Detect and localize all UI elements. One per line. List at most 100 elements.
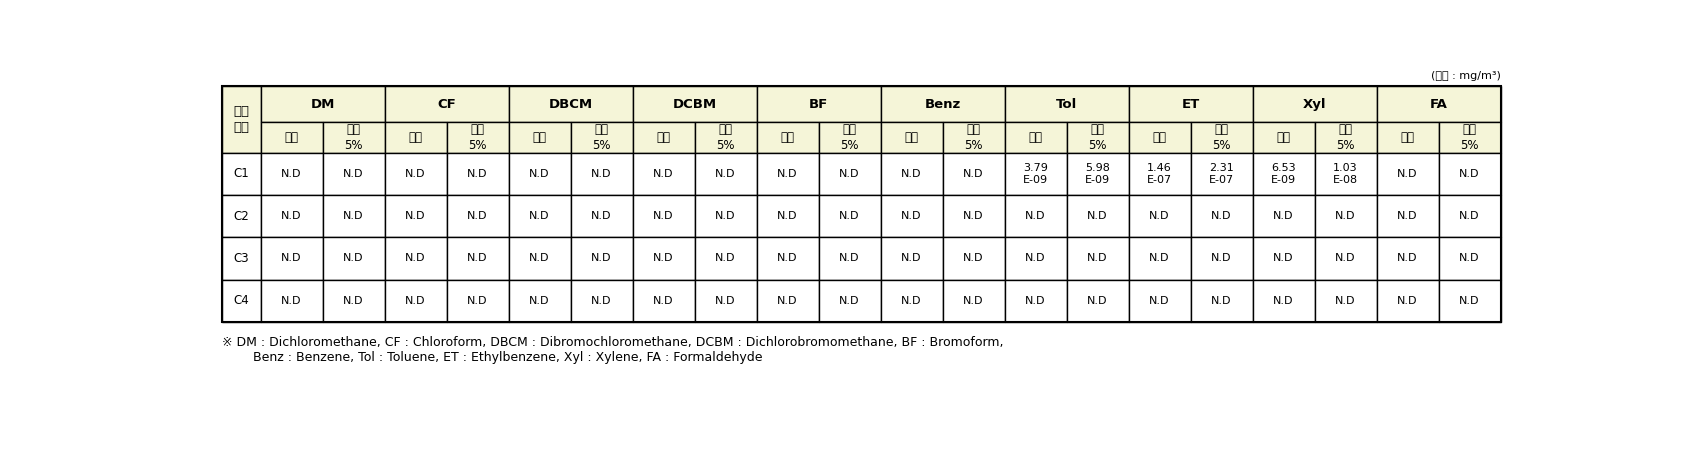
Text: 평균: 평균 <box>905 130 918 144</box>
Text: N.D: N.D <box>964 253 984 263</box>
Bar <box>222 279 261 322</box>
Bar <box>881 195 942 237</box>
Bar <box>385 122 447 153</box>
Text: N.D: N.D <box>530 253 550 263</box>
Text: DM: DM <box>311 98 335 111</box>
Text: N.D: N.D <box>777 296 797 306</box>
Bar <box>881 153 942 195</box>
Text: N.D: N.D <box>964 211 984 221</box>
Bar <box>757 237 819 279</box>
Text: N.D: N.D <box>715 253 735 263</box>
Bar <box>508 195 570 237</box>
Bar <box>881 279 942 322</box>
Text: N.D: N.D <box>1149 296 1171 306</box>
Text: N.D: N.D <box>715 296 735 306</box>
Bar <box>1376 153 1438 195</box>
Text: DCBM: DCBM <box>673 98 717 111</box>
Bar <box>385 153 447 195</box>
Text: C2: C2 <box>234 210 249 223</box>
Bar <box>632 86 757 122</box>
Text: N.D: N.D <box>1273 253 1293 263</box>
Text: N.D: N.D <box>653 169 674 179</box>
Bar <box>1129 86 1253 122</box>
Bar <box>570 122 632 153</box>
Text: 6.53
E-09: 6.53 E-09 <box>1272 162 1297 185</box>
Bar <box>1004 279 1066 322</box>
Text: N.D: N.D <box>281 296 301 306</box>
Text: N.D: N.D <box>1087 296 1108 306</box>
Bar <box>1129 195 1191 237</box>
Text: N.D: N.D <box>964 296 984 306</box>
Bar <box>447 122 508 153</box>
Text: 상위
5%: 상위 5% <box>1088 123 1107 152</box>
Bar <box>1191 122 1253 153</box>
Text: N.D: N.D <box>468 169 488 179</box>
Bar <box>1376 279 1438 322</box>
Bar <box>570 279 632 322</box>
Bar <box>508 153 570 195</box>
Bar <box>222 86 261 153</box>
Bar <box>1315 279 1376 322</box>
Bar <box>695 122 757 153</box>
Bar <box>385 237 447 279</box>
Bar <box>570 237 632 279</box>
Text: N.D: N.D <box>1273 296 1293 306</box>
Bar <box>1376 86 1500 122</box>
Text: N.D: N.D <box>592 211 612 221</box>
Bar <box>1438 279 1500 322</box>
Bar <box>695 153 757 195</box>
Text: N.D: N.D <box>653 211 674 221</box>
Text: N.D: N.D <box>777 169 797 179</box>
Bar <box>1004 195 1066 237</box>
Bar <box>632 122 695 153</box>
Bar <box>1438 153 1500 195</box>
Text: N.D: N.D <box>964 169 984 179</box>
Text: N.D: N.D <box>715 169 735 179</box>
Text: N.D: N.D <box>468 253 488 263</box>
Text: N.D: N.D <box>1273 211 1293 221</box>
Bar <box>695 195 757 237</box>
Bar <box>222 86 1500 322</box>
Bar <box>819 279 881 322</box>
Text: N.D: N.D <box>777 211 797 221</box>
Text: N.D: N.D <box>839 296 860 306</box>
Bar <box>1191 237 1253 279</box>
Text: N.D: N.D <box>468 296 488 306</box>
Bar <box>1253 279 1315 322</box>
Text: 상위
5%: 상위 5% <box>717 123 735 152</box>
Bar <box>1376 237 1438 279</box>
Text: N.D: N.D <box>281 211 301 221</box>
Text: N.D: N.D <box>653 253 674 263</box>
Bar <box>1438 122 1500 153</box>
Bar <box>1253 86 1376 122</box>
Bar <box>1376 195 1438 237</box>
Bar <box>757 279 819 322</box>
Bar <box>1315 122 1376 153</box>
Bar <box>1253 237 1315 279</box>
Text: 평균: 평균 <box>533 130 547 144</box>
Text: 평균: 평균 <box>284 130 299 144</box>
Text: C1: C1 <box>234 167 249 180</box>
Text: N.D: N.D <box>592 169 612 179</box>
Bar <box>447 279 508 322</box>
Text: C3: C3 <box>234 252 249 265</box>
Bar <box>695 279 757 322</box>
Bar <box>942 195 1004 237</box>
Text: 3.79
E-09: 3.79 E-09 <box>1023 162 1048 185</box>
Text: Benz: Benz <box>925 98 960 111</box>
Text: 상위
5%: 상위 5% <box>1213 123 1231 152</box>
Text: 평균: 평균 <box>1152 130 1167 144</box>
Text: N.D: N.D <box>902 253 922 263</box>
Text: N.D: N.D <box>715 211 735 221</box>
Text: 상위
5%: 상위 5% <box>964 123 982 152</box>
Bar <box>385 279 447 322</box>
Bar <box>570 153 632 195</box>
Bar <box>1253 195 1315 237</box>
Text: N.D: N.D <box>1026 296 1046 306</box>
Text: 시료
구분: 시료 구분 <box>234 105 249 134</box>
Text: N.D: N.D <box>1211 211 1231 221</box>
Text: 상위
5%: 상위 5% <box>1337 123 1356 152</box>
Text: N.D: N.D <box>839 169 860 179</box>
Text: N.D: N.D <box>1398 211 1418 221</box>
Bar <box>942 237 1004 279</box>
